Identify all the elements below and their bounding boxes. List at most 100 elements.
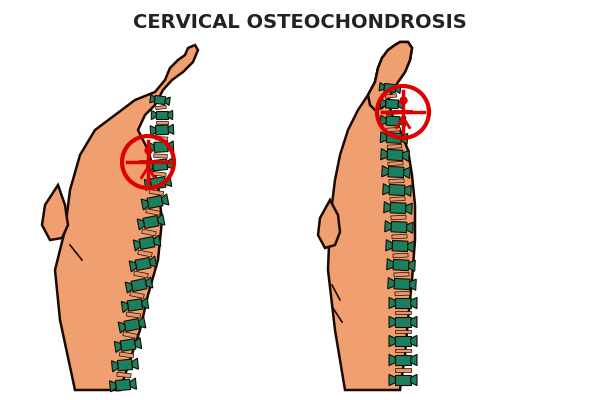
Polygon shape bbox=[142, 229, 156, 236]
Polygon shape bbox=[389, 179, 404, 183]
Polygon shape bbox=[141, 199, 148, 210]
Polygon shape bbox=[391, 222, 407, 232]
Polygon shape bbox=[318, 200, 340, 248]
Polygon shape bbox=[150, 177, 166, 189]
Polygon shape bbox=[42, 185, 68, 240]
Polygon shape bbox=[115, 341, 121, 352]
Polygon shape bbox=[389, 297, 395, 309]
Polygon shape bbox=[137, 219, 145, 230]
Polygon shape bbox=[379, 82, 385, 91]
Polygon shape bbox=[410, 335, 417, 346]
Polygon shape bbox=[395, 291, 410, 296]
Polygon shape bbox=[150, 126, 156, 136]
Polygon shape bbox=[389, 316, 395, 328]
Polygon shape bbox=[328, 42, 415, 390]
Polygon shape bbox=[142, 298, 149, 309]
Polygon shape bbox=[161, 194, 169, 205]
Polygon shape bbox=[112, 361, 118, 372]
Polygon shape bbox=[156, 111, 168, 119]
Polygon shape bbox=[133, 240, 140, 251]
Polygon shape bbox=[368, 42, 412, 110]
Polygon shape bbox=[139, 317, 146, 328]
Polygon shape bbox=[410, 374, 417, 386]
Polygon shape bbox=[121, 301, 128, 312]
Polygon shape bbox=[387, 259, 394, 270]
Polygon shape bbox=[382, 166, 388, 177]
Polygon shape bbox=[149, 190, 164, 196]
Polygon shape bbox=[407, 241, 414, 252]
Polygon shape bbox=[380, 115, 386, 125]
Polygon shape bbox=[154, 142, 168, 152]
Polygon shape bbox=[155, 125, 169, 135]
Polygon shape bbox=[389, 335, 395, 346]
Polygon shape bbox=[386, 240, 392, 251]
Polygon shape bbox=[393, 260, 409, 270]
Polygon shape bbox=[151, 110, 156, 120]
Polygon shape bbox=[165, 97, 170, 106]
Polygon shape bbox=[392, 234, 407, 239]
Polygon shape bbox=[135, 258, 151, 270]
Polygon shape bbox=[110, 381, 116, 392]
Polygon shape bbox=[118, 359, 133, 371]
Polygon shape bbox=[123, 332, 137, 338]
Polygon shape bbox=[124, 318, 140, 332]
Polygon shape bbox=[395, 336, 410, 346]
Polygon shape bbox=[388, 278, 394, 289]
Polygon shape bbox=[127, 299, 143, 311]
Polygon shape bbox=[380, 132, 387, 142]
Polygon shape bbox=[144, 180, 151, 190]
Polygon shape bbox=[156, 121, 168, 124]
Polygon shape bbox=[148, 142, 154, 153]
Polygon shape bbox=[409, 260, 415, 271]
Polygon shape bbox=[152, 159, 167, 171]
Polygon shape bbox=[55, 45, 198, 390]
Polygon shape bbox=[383, 184, 389, 195]
Polygon shape bbox=[387, 149, 403, 161]
Polygon shape bbox=[386, 116, 400, 126]
Polygon shape bbox=[155, 136, 168, 140]
Polygon shape bbox=[154, 235, 161, 246]
Polygon shape bbox=[389, 374, 395, 386]
Polygon shape bbox=[391, 215, 406, 220]
Polygon shape bbox=[380, 99, 386, 108]
Polygon shape bbox=[131, 278, 147, 292]
Polygon shape bbox=[410, 297, 417, 309]
Polygon shape bbox=[154, 154, 167, 158]
Polygon shape bbox=[410, 316, 417, 328]
Polygon shape bbox=[385, 221, 391, 232]
Polygon shape bbox=[125, 282, 133, 293]
Polygon shape bbox=[118, 322, 125, 333]
Polygon shape bbox=[403, 150, 409, 162]
Polygon shape bbox=[395, 375, 410, 385]
Polygon shape bbox=[164, 176, 172, 186]
Polygon shape bbox=[130, 378, 136, 389]
Polygon shape bbox=[395, 368, 410, 372]
Polygon shape bbox=[152, 172, 166, 176]
Polygon shape bbox=[146, 209, 160, 215]
Polygon shape bbox=[134, 338, 142, 349]
Polygon shape bbox=[389, 354, 395, 366]
Polygon shape bbox=[380, 148, 388, 160]
Polygon shape bbox=[154, 96, 166, 104]
Polygon shape bbox=[395, 85, 401, 94]
Polygon shape bbox=[115, 379, 131, 391]
Polygon shape bbox=[395, 317, 410, 327]
Polygon shape bbox=[168, 110, 173, 120]
Polygon shape bbox=[410, 279, 416, 290]
Polygon shape bbox=[400, 117, 406, 127]
Polygon shape bbox=[386, 128, 400, 132]
Polygon shape bbox=[384, 84, 396, 92]
Polygon shape bbox=[139, 236, 155, 250]
Polygon shape bbox=[395, 298, 410, 308]
Polygon shape bbox=[395, 355, 410, 365]
Polygon shape bbox=[404, 185, 411, 196]
Polygon shape bbox=[130, 292, 144, 298]
Polygon shape bbox=[410, 354, 417, 366]
Polygon shape bbox=[168, 141, 174, 152]
Polygon shape bbox=[384, 202, 391, 213]
Polygon shape bbox=[388, 166, 404, 178]
Polygon shape bbox=[117, 372, 131, 378]
Polygon shape bbox=[406, 203, 412, 214]
Polygon shape bbox=[401, 134, 408, 144]
Polygon shape bbox=[138, 250, 152, 257]
